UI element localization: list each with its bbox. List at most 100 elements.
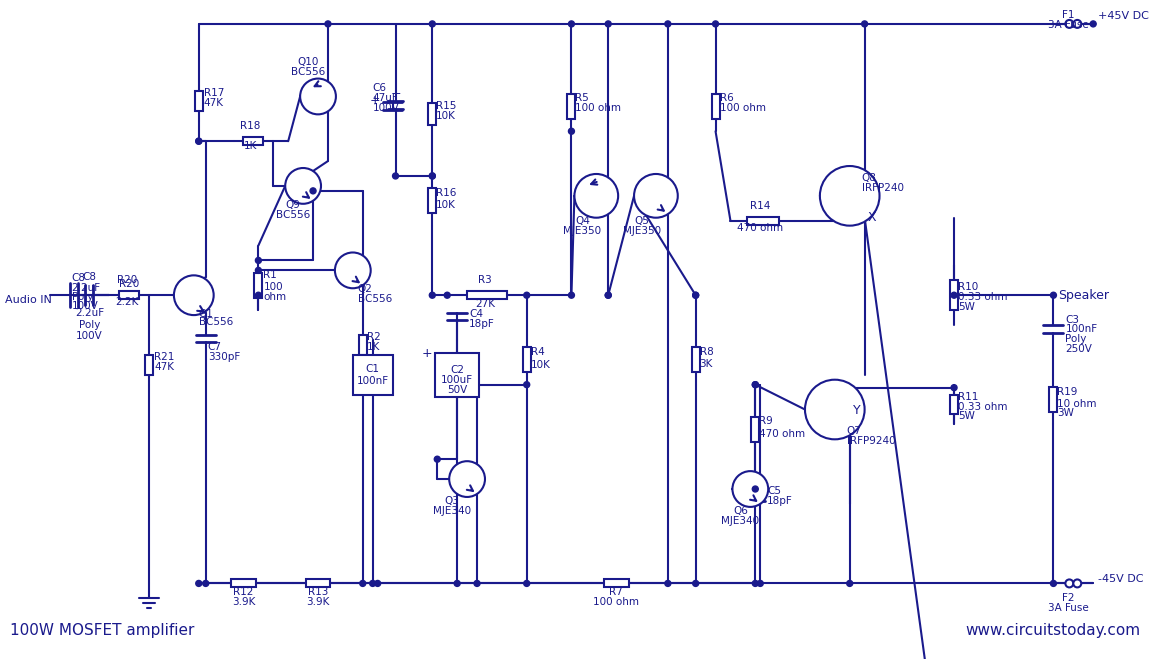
Circle shape [256,257,262,264]
Circle shape [733,471,768,507]
Bar [353,355,393,395]
Text: BC556: BC556 [199,317,233,327]
Text: Poly: Poly [72,292,93,302]
Text: BC556: BC556 [291,67,325,77]
Bar [255,273,263,297]
Text: C7: C7 [207,342,221,352]
Text: 1K: 1K [367,342,380,352]
Text: R19: R19 [1057,387,1078,397]
Text: R13: R13 [308,588,328,598]
Circle shape [606,21,611,27]
Circle shape [569,128,574,134]
Text: 10 ohm: 10 ohm [1057,399,1097,408]
Circle shape [430,292,435,298]
Text: R1: R1 [263,270,277,280]
Text: 5W: 5W [958,411,975,422]
Circle shape [569,292,574,298]
Text: 27K: 27K [475,299,494,309]
Bar [428,102,437,125]
Bar [306,580,330,588]
Text: 3.9K: 3.9K [232,598,255,607]
Circle shape [635,174,677,217]
Text: R11: R11 [958,391,979,402]
Text: MJE350: MJE350 [563,225,601,235]
Text: 2.2uF: 2.2uF [72,284,101,293]
Circle shape [310,188,316,194]
Circle shape [256,268,262,274]
Text: Q7: Q7 [846,426,862,436]
Bar [747,217,779,225]
Text: +: + [390,87,401,100]
Circle shape [805,379,865,440]
Circle shape [523,580,529,586]
Text: BC556: BC556 [358,294,393,304]
Text: 100W MOSFET amplifier: 100W MOSFET amplifier [10,623,195,638]
Text: 0.33 ohm: 0.33 ohm [958,401,1007,412]
Circle shape [523,381,529,387]
Text: +: + [422,347,432,360]
Circle shape [1065,580,1073,588]
Text: F1: F1 [1062,10,1075,20]
Text: R6: R6 [719,93,733,103]
Text: R18: R18 [240,121,261,132]
Text: R5: R5 [576,93,589,103]
Bar [467,292,507,299]
Text: Q3: Q3 [445,496,460,506]
Circle shape [1073,580,1082,588]
Circle shape [606,292,611,298]
Text: Poly: Poly [1065,334,1086,344]
Circle shape [256,292,262,298]
Bar [359,335,367,355]
Text: R9: R9 [760,416,774,426]
Circle shape [1090,21,1097,27]
Text: 10K: 10K [437,200,456,210]
Circle shape [393,173,398,179]
Bar [522,348,530,372]
Circle shape [285,168,321,204]
Bar [145,355,153,375]
Text: 470 ohm: 470 ohm [738,223,783,233]
Text: 100 ohm: 100 ohm [576,103,622,114]
Circle shape [335,253,371,288]
Text: 3A Fuse: 3A Fuse [1048,20,1089,30]
Text: Q2: Q2 [358,284,373,294]
Circle shape [757,580,763,586]
Text: MJE340: MJE340 [433,506,471,516]
Text: ohm: ohm [263,292,286,302]
Text: BC556: BC556 [276,210,310,219]
Circle shape [196,138,201,144]
Text: C4: C4 [469,309,483,319]
Circle shape [1073,20,1082,28]
Text: C2: C2 [450,365,464,375]
Text: R20: R20 [119,279,139,290]
Text: IRFP9240: IRFP9240 [846,436,895,446]
Text: www.circuitstoday.com: www.circuitstoday.com [966,623,1141,638]
Circle shape [692,292,698,298]
Bar [435,353,479,397]
Circle shape [692,580,698,586]
Bar [711,94,719,119]
Text: 47K: 47K [154,362,174,371]
Circle shape [606,292,611,298]
Bar [232,580,256,588]
Text: R2: R2 [367,332,381,342]
Bar [119,292,139,299]
Text: Q9: Q9 [286,200,301,210]
Text: R8: R8 [699,347,713,357]
Circle shape [569,21,574,27]
Circle shape [665,21,670,27]
Circle shape [574,174,618,217]
Text: 3K: 3K [699,359,713,369]
Circle shape [753,580,758,586]
Bar [603,580,629,588]
Text: MJE350: MJE350 [623,225,661,235]
Circle shape [445,292,450,298]
Circle shape [430,173,435,179]
Text: R10: R10 [958,282,979,292]
Text: R20: R20 [117,275,138,286]
Text: +45V DC: +45V DC [1098,11,1149,21]
Text: Y: Y [852,405,860,418]
Text: MJE340: MJE340 [721,516,760,525]
Text: Q5: Q5 [635,215,650,225]
Text: R17: R17 [204,89,225,98]
